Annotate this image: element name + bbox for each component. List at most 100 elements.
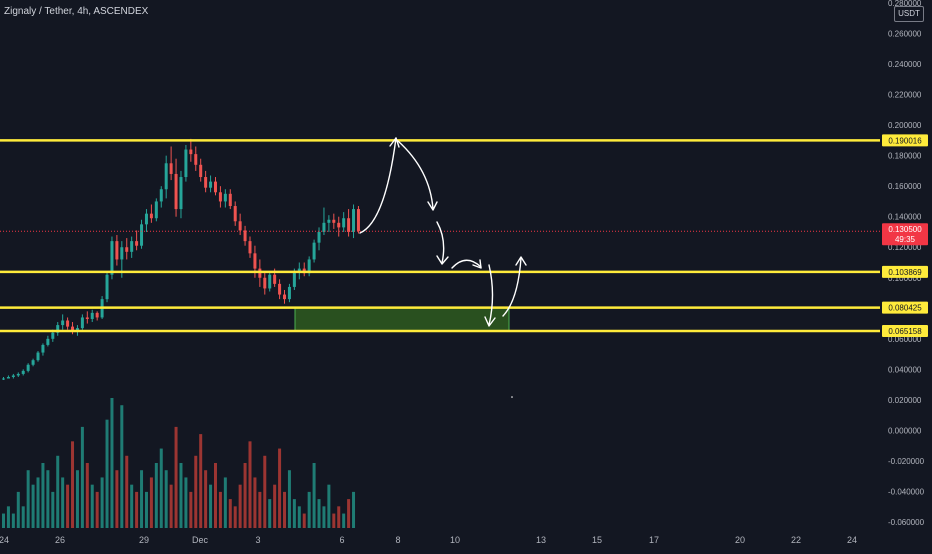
time-tick-label: 10 [450, 535, 460, 545]
volume-bar [51, 491, 55, 528]
volume-bar [159, 448, 163, 528]
volume-bar [179, 463, 183, 528]
candle-body [342, 218, 346, 228]
volume-bar [209, 484, 213, 528]
level-price-tag [882, 301, 928, 314]
time-tick-label: 3 [255, 535, 260, 545]
candle-body [2, 378, 5, 380]
price-tick-label: 0.000000 [888, 426, 922, 435]
candle-body [26, 364, 30, 371]
volume-bar [130, 484, 134, 528]
price-tick-label: -0.020000 [888, 457, 925, 466]
volume-bar [36, 477, 40, 528]
candle-body [174, 173, 178, 210]
price-tick-label: 0.260000 [888, 30, 922, 39]
candle-body [135, 241, 139, 246]
volume-bar [41, 463, 45, 528]
candle-body [184, 149, 188, 178]
volume-bar [248, 441, 252, 528]
candle-body [149, 213, 153, 219]
candle-body [233, 206, 237, 222]
time-tick-label: 15 [592, 535, 602, 545]
price-tick-label: 0.280000 [888, 0, 922, 8]
volume-bar [56, 455, 60, 528]
candle-body [228, 193, 232, 207]
volume-bar [26, 470, 30, 528]
volume-bar [218, 491, 222, 528]
candle-body [307, 259, 311, 274]
time-tick-label: 24 [847, 535, 857, 545]
candle-body [337, 222, 341, 228]
currency-badge[interactable]: USDT [894, 6, 924, 22]
price-tick-label: 0.060000 [888, 335, 922, 344]
time-tick-label: 29 [139, 535, 149, 545]
candle-body [292, 271, 296, 287]
current-price-label: 0.130500 [888, 225, 922, 234]
volume-bar [204, 470, 208, 528]
volume-bar [164, 470, 168, 528]
time-tick-label: 26 [55, 535, 65, 545]
candle-body [213, 181, 217, 193]
arrow-head-4 [472, 259, 482, 269]
volume-bar [16, 491, 20, 528]
arrow-head-3 [436, 255, 449, 265]
volume-bar [322, 506, 326, 528]
volume-bar [144, 491, 148, 528]
drawn-arrows [359, 137, 527, 327]
arrow-path-2 [397, 140, 434, 210]
volume-bar [85, 463, 89, 528]
volume-bar [80, 426, 84, 528]
candle-body [287, 286, 291, 300]
price-axis[interactable]: 0.280000 0.260000 0.240000 0.220000 0.200000… [888, 0, 925, 527]
candle-body [11, 375, 15, 377]
arrow-path-4 [451, 259, 482, 269]
volume-bar [100, 477, 104, 528]
volume-bar [6, 506, 10, 528]
level-price-label: 0.190016 [888, 136, 922, 145]
candle-body [95, 312, 99, 318]
dot-marker [511, 396, 513, 398]
volume-bar [268, 499, 272, 528]
volume-bar [238, 484, 242, 528]
arrow-head-5 [484, 316, 496, 327]
candle-body [125, 247, 129, 252]
candle-body [238, 221, 242, 231]
volume-bar [2, 513, 5, 528]
candle-body [278, 283, 282, 295]
candle-body [218, 192, 222, 202]
volume-bar [194, 455, 198, 528]
volume-bar [287, 470, 291, 528]
candle-body [154, 201, 158, 219]
candle-body [16, 373, 20, 376]
candle-body [41, 344, 45, 353]
candle-body [352, 209, 356, 232]
candle-body [204, 177, 208, 188]
volume-bar [273, 484, 277, 528]
horizontal-levels[interactable] [0, 139, 880, 333]
candle-body [263, 277, 267, 289]
candle-body [115, 241, 119, 260]
candle-body [31, 360, 35, 365]
volume-bar [307, 491, 311, 528]
volume-bar [169, 484, 173, 528]
candle-body [258, 268, 262, 278]
volume-bar [342, 513, 346, 528]
volume-bar [120, 405, 124, 528]
candle-body [332, 219, 336, 223]
price-tags: 0.190016 0.103869 0.080425 0.065158 0.130500… [882, 134, 928, 337]
candle-body [66, 320, 70, 327]
volume-bar [228, 499, 232, 528]
volume-bar [199, 434, 203, 528]
time-tick-label: 13 [536, 535, 546, 545]
price-tick-label: 0.100000 [888, 274, 922, 283]
price-tick-label: 0.040000 [888, 365, 922, 374]
candle-body [347, 218, 351, 232]
time-axis[interactable]: 24 26 29 Dec 3 6 8 10 13 15 17 20 22 24 [0, 535, 857, 545]
volume-bar [263, 455, 267, 528]
volume-bar [154, 463, 158, 528]
price-tick-label: 0.180000 [888, 152, 922, 161]
price-tick-label: 0.200000 [888, 121, 922, 130]
candle-body [273, 274, 277, 284]
